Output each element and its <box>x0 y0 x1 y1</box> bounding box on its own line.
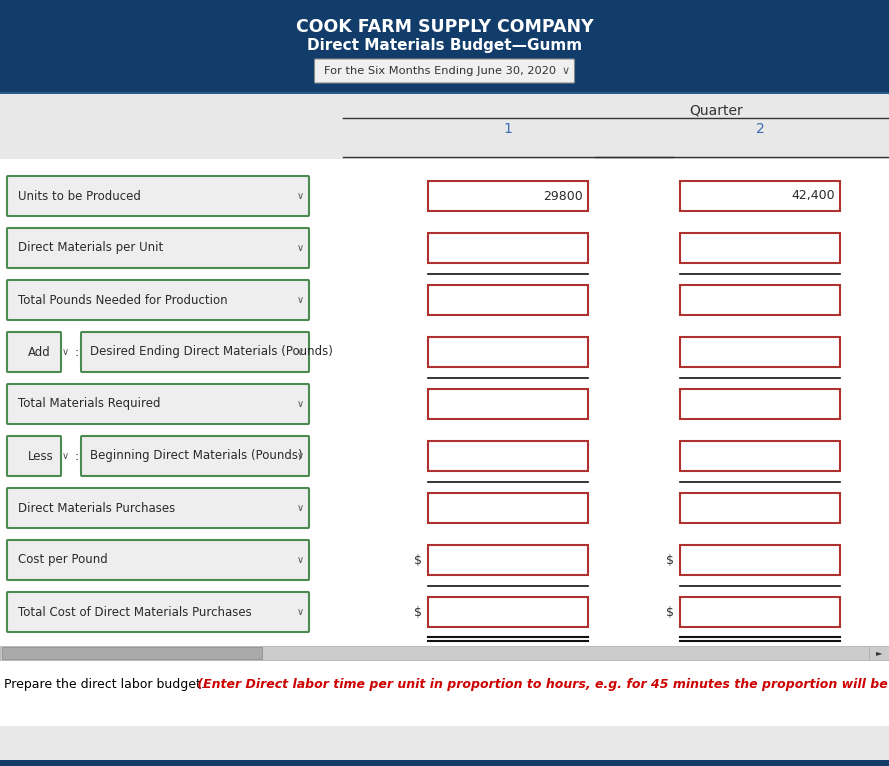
Bar <box>869 646 889 660</box>
Text: $: $ <box>414 605 422 618</box>
Bar <box>0 588 889 636</box>
Text: 29800: 29800 <box>543 189 583 202</box>
Text: $: $ <box>414 554 422 567</box>
FancyBboxPatch shape <box>7 176 309 216</box>
FancyBboxPatch shape <box>7 280 309 320</box>
Bar <box>0 380 889 428</box>
Text: Direct Materials Purchases: Direct Materials Purchases <box>18 502 175 515</box>
FancyBboxPatch shape <box>7 488 309 528</box>
Bar <box>680 181 840 211</box>
FancyBboxPatch shape <box>7 436 61 476</box>
Text: Units to be Produced: Units to be Produced <box>18 189 140 202</box>
Bar <box>0 94 889 726</box>
Bar <box>428 233 588 263</box>
Bar <box>0 224 889 272</box>
Bar <box>0 432 889 480</box>
Text: (Enter Direct labor time per unit in proportion to hours, e.g. for 45 minutes th: (Enter Direct labor time per unit in pro… <box>193 678 889 691</box>
Text: ∨: ∨ <box>296 503 303 513</box>
Text: Cost per Pound: Cost per Pound <box>18 554 108 567</box>
FancyBboxPatch shape <box>81 436 309 476</box>
Text: Direct Materials Budget—Gumm: Direct Materials Budget—Gumm <box>307 38 582 53</box>
Bar <box>2 647 262 659</box>
Bar <box>428 337 588 367</box>
Text: Direct Materials per Unit: Direct Materials per Unit <box>18 241 164 254</box>
FancyBboxPatch shape <box>7 332 61 372</box>
Bar <box>680 441 840 471</box>
Text: Quarter: Quarter <box>690 104 743 118</box>
Bar <box>0 172 889 220</box>
Bar <box>0 536 889 584</box>
FancyBboxPatch shape <box>7 384 309 424</box>
Bar <box>428 597 588 627</box>
Bar <box>428 285 588 315</box>
FancyBboxPatch shape <box>81 332 309 372</box>
Text: $: $ <box>666 554 674 567</box>
Text: 2: 2 <box>756 122 765 136</box>
Text: ∨: ∨ <box>296 295 303 305</box>
Text: :: : <box>74 345 78 358</box>
FancyBboxPatch shape <box>7 592 309 632</box>
Text: :: : <box>74 450 78 463</box>
Bar <box>0 0 889 92</box>
Text: ∨: ∨ <box>296 607 303 617</box>
Text: Prepare the direct labor budget.: Prepare the direct labor budget. <box>4 678 204 691</box>
Text: Less: Less <box>28 450 53 463</box>
Bar <box>428 389 588 419</box>
Bar <box>680 545 840 575</box>
Text: ∨: ∨ <box>296 191 303 201</box>
Bar <box>680 493 840 523</box>
Bar <box>0 276 889 324</box>
Text: COOK FARM SUPPLY COMPANY: COOK FARM SUPPLY COMPANY <box>296 18 593 36</box>
Text: 1: 1 <box>503 122 512 136</box>
Bar <box>428 545 588 575</box>
Text: For the Six Months Ending June 30, 2020: For the Six Months Ending June 30, 2020 <box>324 66 556 76</box>
Bar <box>0 328 889 376</box>
FancyBboxPatch shape <box>7 228 309 268</box>
Bar <box>0 760 889 766</box>
Bar <box>0 484 889 532</box>
Text: Add: Add <box>28 345 51 358</box>
Text: $: $ <box>666 605 674 618</box>
Text: ∨: ∨ <box>296 451 303 461</box>
Text: 42,400: 42,400 <box>791 189 835 202</box>
Bar <box>680 337 840 367</box>
FancyBboxPatch shape <box>7 540 309 580</box>
Text: ∨: ∨ <box>62 451 69 461</box>
Bar <box>680 233 840 263</box>
Text: Desired Ending Direct Materials (Pounds): Desired Ending Direct Materials (Pounds) <box>90 345 332 358</box>
Text: ∨: ∨ <box>296 347 303 357</box>
Text: ∨: ∨ <box>62 347 69 357</box>
Text: ►: ► <box>876 649 882 657</box>
Text: Total Materials Required: Total Materials Required <box>18 398 161 411</box>
Bar <box>0 94 889 159</box>
Text: Beginning Direct Materials (Pounds): Beginning Direct Materials (Pounds) <box>90 450 302 463</box>
Bar <box>0 646 869 660</box>
Bar <box>680 285 840 315</box>
Text: ∨: ∨ <box>296 243 303 253</box>
Text: Total Pounds Needed for Production: Total Pounds Needed for Production <box>18 293 228 306</box>
FancyBboxPatch shape <box>315 59 574 83</box>
Text: Total Cost of Direct Materials Purchases: Total Cost of Direct Materials Purchases <box>18 605 252 618</box>
Text: ∨: ∨ <box>296 399 303 409</box>
Bar <box>680 597 840 627</box>
Bar <box>680 389 840 419</box>
Bar <box>428 493 588 523</box>
Text: ∨: ∨ <box>562 66 570 76</box>
Bar <box>428 441 588 471</box>
Text: ∨: ∨ <box>296 555 303 565</box>
Bar <box>428 181 588 211</box>
